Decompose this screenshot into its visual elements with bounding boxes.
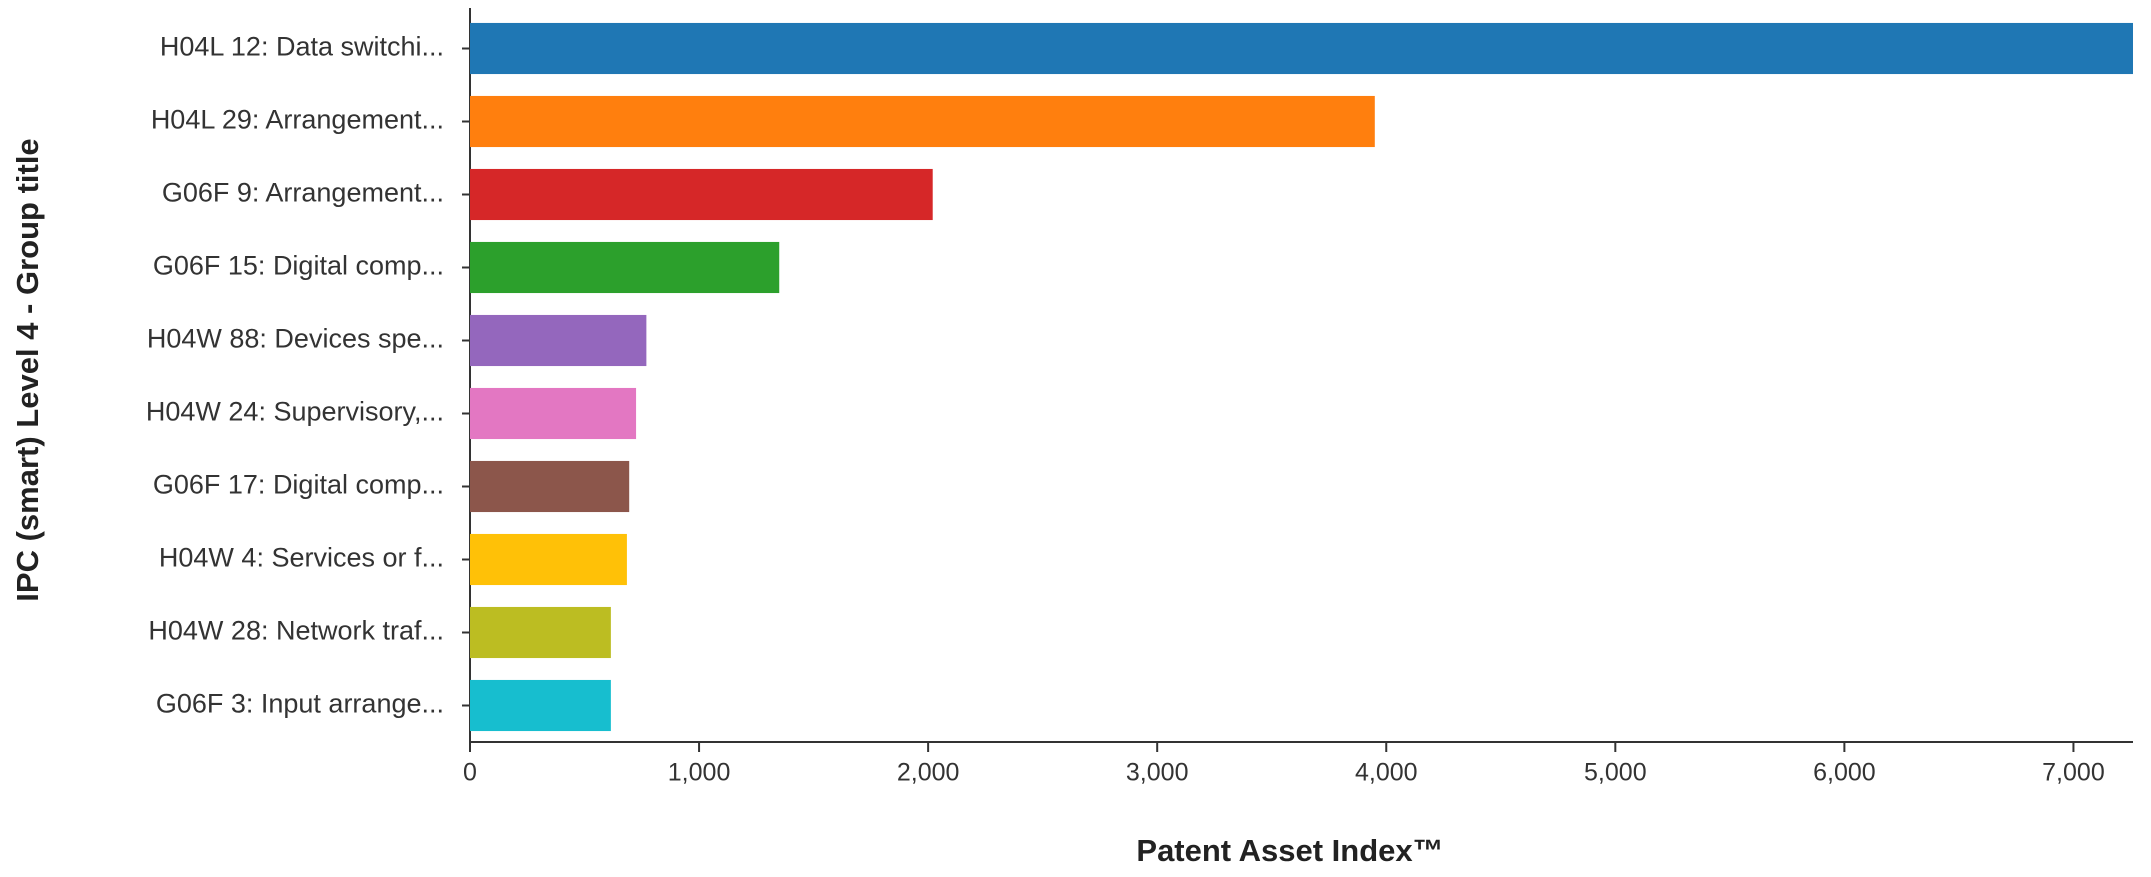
- x-tick-label: 3,000: [1126, 759, 1189, 787]
- x-tick-label: 7,000: [2042, 759, 2105, 787]
- x-axis-title: Patent Asset Index™: [1136, 833, 1443, 868]
- y-tick-label: H04W 4: Services or f...: [159, 543, 444, 573]
- x-tick-label: 1,000: [668, 759, 731, 787]
- x-tick-label: 5,000: [1584, 759, 1647, 787]
- y-axis-title: IPC (smart) Level 4 - Group title: [10, 138, 45, 601]
- bar: [470, 679, 611, 732]
- y-tick-label: G06F 9: Arrangement...: [162, 178, 444, 208]
- bar: [470, 606, 611, 659]
- bar: [470, 241, 780, 294]
- y-tick-label: G06F 17: Digital comp...: [153, 470, 444, 500]
- y-tick-label: G06F 3: Input arrange...: [156, 689, 444, 719]
- x-tick-label: 2,000: [897, 759, 960, 787]
- y-tick-label: H04W 28: Network traf...: [148, 616, 444, 646]
- y-tick-label: H04W 88: Devices spe...: [147, 324, 444, 354]
- x-tick-label: 6,000: [1813, 759, 1876, 787]
- bar: [470, 168, 933, 221]
- bar: [470, 95, 1375, 148]
- bar: [470, 22, 2133, 75]
- y-tick-label: H04L 29: Arrangement...: [151, 105, 444, 135]
- bar: [470, 533, 627, 586]
- y-tick-label: H04L 12: Data switchi...: [160, 32, 444, 62]
- y-tick-label: H04W 24: Supervisory,...: [146, 397, 444, 427]
- bar: [470, 460, 630, 513]
- x-tick-label: 0: [463, 759, 477, 787]
- bar: [470, 387, 637, 440]
- x-tick-label: 4,000: [1355, 759, 1418, 787]
- bar: [470, 314, 647, 367]
- y-tick-label: G06F 15: Digital comp...: [153, 251, 444, 281]
